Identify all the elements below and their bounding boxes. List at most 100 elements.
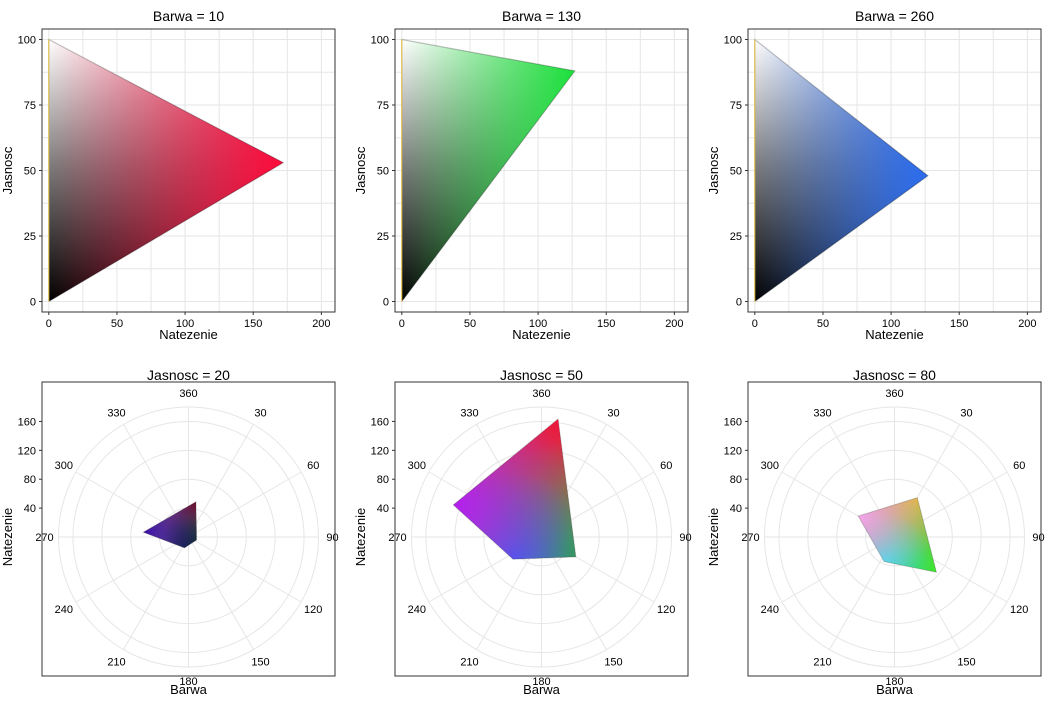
r-tick-label: 160 bbox=[724, 416, 742, 428]
x-axis-label: Barwa bbox=[876, 682, 914, 697]
angle-tick-label: 270 bbox=[388, 532, 406, 544]
x-tick-label: 0 bbox=[752, 318, 758, 330]
angle-tick-label: 90 bbox=[1032, 532, 1044, 544]
panel-title: Barwa = 10 bbox=[153, 8, 224, 24]
x-tick-label: 0 bbox=[399, 318, 405, 330]
angle-tick-label: 90 bbox=[679, 532, 691, 544]
angular-grid-line bbox=[781, 536, 895, 603]
angle-tick-label: 90 bbox=[326, 532, 338, 544]
y-axis-label: Jasnosc bbox=[353, 146, 368, 194]
angle-tick-label: 210 bbox=[460, 657, 478, 669]
x-tick-label: 50 bbox=[464, 318, 476, 330]
r-tick-label: 40 bbox=[730, 503, 742, 515]
angle-tick-label: 330 bbox=[460, 407, 478, 419]
angle-tick-label: 360 bbox=[885, 388, 903, 400]
y-tick-label: 50 bbox=[24, 166, 36, 178]
y-tick-label: 0 bbox=[736, 297, 742, 309]
panel-frame bbox=[394, 28, 689, 313]
gamut-corner-blend bbox=[453, 419, 576, 560]
angle-tick-label: 180 bbox=[885, 676, 903, 688]
angular-grid-line bbox=[123, 536, 189, 650]
r-tick-label: 160 bbox=[18, 416, 36, 428]
y-tick-label: 0 bbox=[30, 297, 36, 309]
angular-grid-line bbox=[188, 471, 302, 538]
x-tick-label: 100 bbox=[176, 318, 194, 330]
gamut-area bbox=[453, 419, 576, 560]
angle-tick-label: 240 bbox=[55, 604, 73, 616]
x-tick-label: 50 bbox=[817, 318, 829, 330]
x-tick-label: 150 bbox=[597, 318, 615, 330]
gamut-corner-blend bbox=[858, 497, 937, 573]
y-tick-label: 100 bbox=[18, 34, 36, 46]
r-tick-label: 40 bbox=[377, 503, 389, 515]
y-tick-label: 25 bbox=[730, 231, 742, 243]
angle-tick-label: 60 bbox=[1013, 460, 1025, 472]
panel-title: Barwa = 260 bbox=[855, 8, 934, 24]
y-tick-label: 25 bbox=[377, 231, 389, 243]
panel-title: Barwa = 130 bbox=[502, 8, 581, 24]
y-tick-label: 50 bbox=[730, 166, 742, 178]
panel-1: Barwa = 100 50 100 150 2000255075100Natezeni… bbox=[0, 8, 336, 342]
y-tick-label: 100 bbox=[371, 34, 389, 46]
angle-tick-label: 300 bbox=[761, 460, 779, 472]
gamut-corner-blend bbox=[143, 501, 197, 548]
panel-6: Jasnosc = 80 360 30 60 90 120 150 180 210 240 270 3… bbox=[706, 367, 1045, 697]
panel-frame bbox=[41, 381, 336, 677]
y-axis-label: Jasnosc bbox=[706, 146, 721, 194]
angle-tick-label: 210 bbox=[813, 657, 831, 669]
r-tick-label: 120 bbox=[724, 445, 742, 457]
x-axis-label: Natezenie bbox=[159, 327, 218, 342]
angle-tick-label: 120 bbox=[304, 604, 322, 616]
angle-tick-label: 120 bbox=[1010, 604, 1028, 616]
r-tick-label: 80 bbox=[377, 474, 389, 486]
y-axis-label: Jasnosc bbox=[0, 146, 15, 194]
gamut-chroma-overlay bbox=[401, 39, 575, 302]
angle-tick-label: 150 bbox=[957, 657, 975, 669]
gamut-area bbox=[143, 501, 197, 548]
x-axis-label: Natezenie bbox=[512, 327, 571, 342]
gamut-chroma-overlay bbox=[754, 39, 928, 302]
angular-grid-line bbox=[75, 536, 189, 603]
y-tick-label: 0 bbox=[383, 297, 389, 309]
panel-title: Jasnosc = 80 bbox=[853, 367, 936, 383]
angle-tick-label: 210 bbox=[107, 657, 125, 669]
angle-tick-label: 360 bbox=[532, 388, 550, 400]
gamut-chroma-overlay bbox=[48, 39, 284, 302]
gamut-outline bbox=[857, 496, 938, 573]
angle-tick-label: 300 bbox=[408, 460, 426, 472]
angle-tick-label: 270 bbox=[35, 532, 53, 544]
panel-5: Jasnosc = 50 360 30 60 90 120 150 180 210 240 270 3… bbox=[353, 367, 692, 697]
r-tick-label: 80 bbox=[730, 474, 742, 486]
x-tick-label: 200 bbox=[312, 318, 330, 330]
panel-title: Jasnosc = 20 bbox=[147, 367, 230, 383]
angular-grid-line bbox=[188, 536, 254, 650]
y-tick-label: 75 bbox=[377, 100, 389, 112]
angle-tick-label: 330 bbox=[813, 407, 831, 419]
x-axis-label: Natezenie bbox=[865, 327, 924, 342]
x-tick-label: 100 bbox=[882, 318, 900, 330]
panel-frame bbox=[41, 28, 336, 313]
angle-tick-label: 120 bbox=[657, 604, 675, 616]
x-tick-label: 0 bbox=[46, 318, 52, 330]
angular-grid-line bbox=[188, 424, 254, 538]
angle-tick-label: 270 bbox=[741, 532, 759, 544]
y-tick-label: 75 bbox=[730, 100, 742, 112]
y-axis-label: Natezenie bbox=[353, 508, 368, 567]
panel-frame bbox=[747, 28, 1042, 313]
x-axis-label: Barwa bbox=[523, 682, 561, 697]
y-axis-label: Natezenie bbox=[0, 508, 15, 567]
x-tick-label: 150 bbox=[950, 318, 968, 330]
panel-frame bbox=[394, 381, 689, 677]
x-tick-label: 200 bbox=[665, 318, 683, 330]
gamut-area bbox=[858, 497, 937, 573]
angle-tick-label: 300 bbox=[55, 460, 73, 472]
angle-tick-label: 60 bbox=[307, 460, 319, 472]
angle-tick-label: 30 bbox=[607, 407, 619, 419]
angle-tick-label: 30 bbox=[960, 407, 972, 419]
y-axis-label: Natezenie bbox=[706, 508, 721, 567]
y-tick-label: 50 bbox=[377, 166, 389, 178]
angle-tick-label: 150 bbox=[251, 657, 269, 669]
